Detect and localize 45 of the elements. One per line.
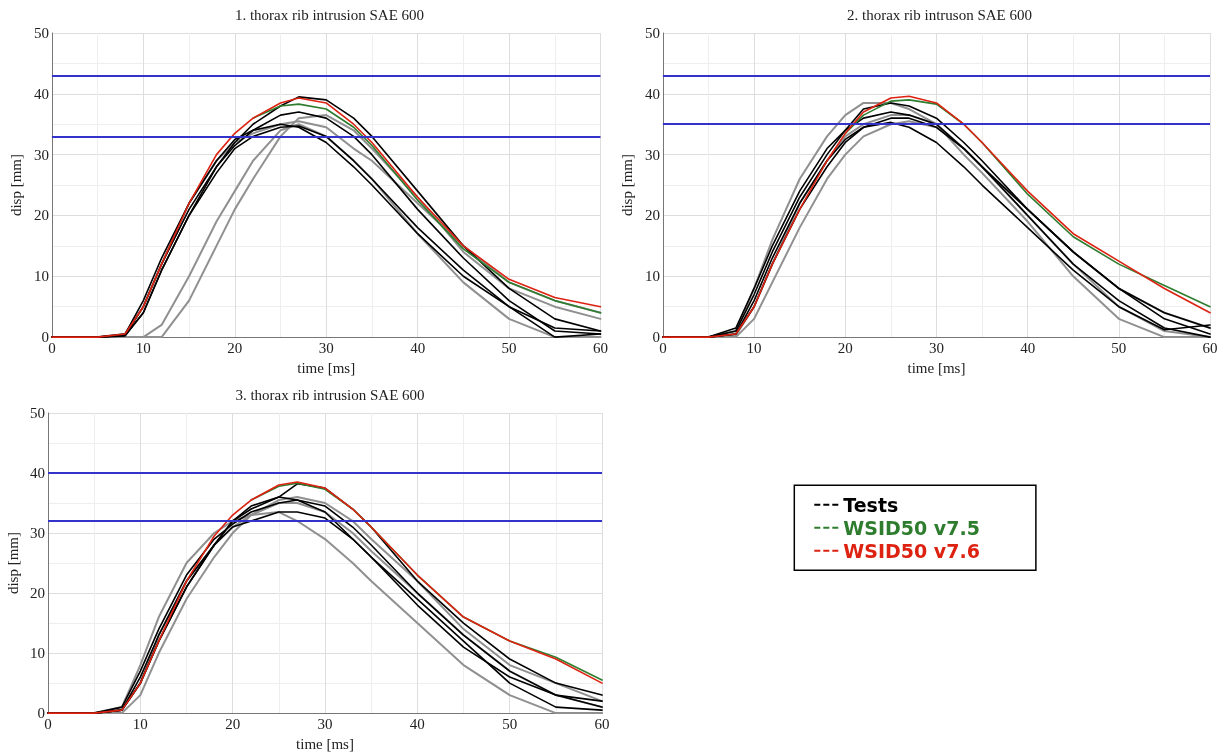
y-tick-label: 10 xyxy=(33,268,49,285)
x-tick-label: 60 xyxy=(593,339,608,356)
chart-title: 1. thorax rib intrusion SAE 600 xyxy=(234,6,425,23)
y-tick-label: 50 xyxy=(33,25,49,41)
legend-label: WSID50 v7.5 xyxy=(843,516,980,539)
x-tick-label: 50 xyxy=(1111,339,1127,356)
x-tick-label: 60 xyxy=(1202,339,1218,356)
x-tick-label: 40 xyxy=(1020,339,1036,356)
y-tick-label: 50 xyxy=(644,25,660,41)
x-tick-label: 20 xyxy=(837,339,853,356)
chart-title: 3. thorax rib intrusion SAE 600 xyxy=(235,386,425,403)
x-tick-label: 10 xyxy=(135,339,151,356)
x-tick-label: 30 xyxy=(928,339,944,356)
y-axis-title: disp [mm] xyxy=(4,532,21,595)
y-tick-label: 30 xyxy=(33,146,49,163)
x-tick-label: 50 xyxy=(501,339,517,356)
y-tick-label: 40 xyxy=(30,465,45,482)
y-tick-label: 20 xyxy=(644,207,660,224)
y-tick-label: 30 xyxy=(644,146,660,163)
x-axis-title: time [ms] xyxy=(296,735,354,752)
x-tick-label: 40 xyxy=(410,339,426,356)
x-tick-label: 10 xyxy=(132,715,148,732)
y-axis-title: disp [mm] xyxy=(7,154,24,217)
y-tick-label: 20 xyxy=(30,585,45,602)
x-tick-label: 50 xyxy=(502,715,518,732)
x-tick-label: 20 xyxy=(225,715,241,732)
x-tick-label: 60 xyxy=(594,715,610,732)
chart-title: 2. thorax rib intruson SAE 600 xyxy=(847,6,1032,23)
x-tick-label: 40 xyxy=(409,715,425,732)
y-axis-title: disp [mm] xyxy=(618,154,635,217)
y-tick-label: 20 xyxy=(33,207,49,224)
y-tick-label: 30 xyxy=(30,525,45,542)
y-tick-label: 10 xyxy=(30,645,45,662)
legend-label: Tests xyxy=(843,493,899,516)
x-tick-label: 10 xyxy=(746,339,762,356)
y-tick-label: 50 xyxy=(30,405,45,421)
y-tick-label: 40 xyxy=(644,85,660,102)
x-axis-title: time [ms] xyxy=(297,359,356,376)
x-tick-label: 30 xyxy=(317,715,333,732)
y-tick-label: 40 xyxy=(33,85,49,102)
y-tick-label: 10 xyxy=(644,268,660,285)
x-axis-title: time [ms] xyxy=(907,359,966,376)
legend-label: WSID50 v7.6 xyxy=(843,539,980,562)
x-tick-label: 20 xyxy=(227,339,243,356)
x-tick-label: 30 xyxy=(318,339,334,356)
